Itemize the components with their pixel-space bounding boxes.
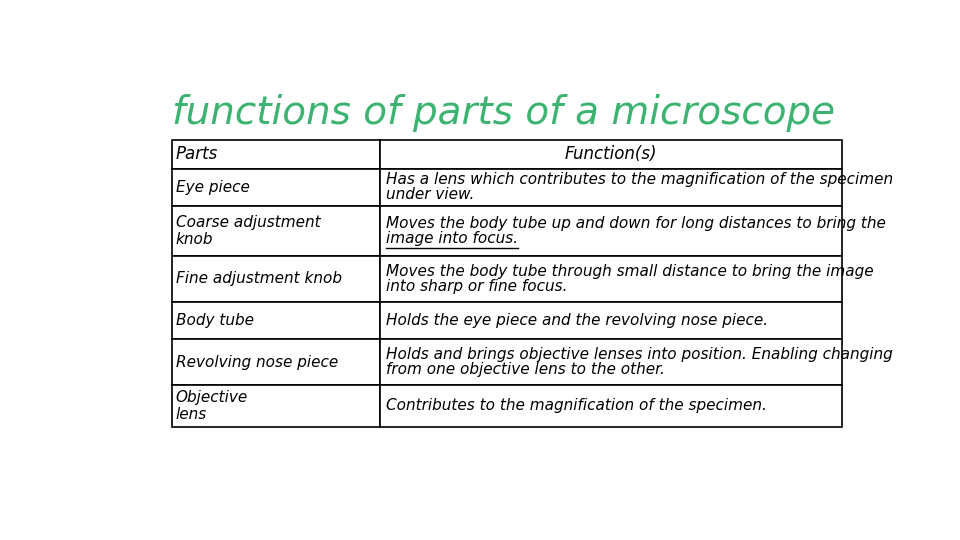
Text: Has a lens which contributes to the magnification of the specimen: Has a lens which contributes to the magn…: [386, 172, 893, 187]
Bar: [172, 302, 379, 339]
Text: into sharp or fine focus.: into sharp or fine focus.: [386, 279, 567, 294]
Text: Coarse adjustment
knob: Coarse adjustment knob: [176, 215, 321, 247]
Text: Body tube: Body tube: [176, 313, 253, 328]
Text: Parts: Parts: [176, 145, 218, 163]
Bar: [379, 169, 842, 206]
Text: Holds the eye piece and the revolving nose piece.: Holds the eye piece and the revolving no…: [386, 313, 768, 328]
Bar: [172, 169, 379, 206]
Text: Moves the body tube up and down for long distances to bring the: Moves the body tube up and down for long…: [386, 216, 885, 231]
Bar: [379, 302, 842, 339]
Bar: [379, 140, 842, 168]
Text: Eye piece: Eye piece: [176, 180, 250, 195]
Text: under view.: under view.: [386, 187, 474, 202]
Bar: [172, 140, 379, 168]
Text: image into focus.: image into focus.: [386, 231, 517, 246]
Text: Function(s): Function(s): [564, 145, 657, 163]
Text: Holds and brings objective lenses into position. Enabling changing: Holds and brings objective lenses into p…: [386, 347, 893, 362]
Text: Objective
lens: Objective lens: [176, 389, 248, 422]
Text: Moves the body tube through small distance to bring the image: Moves the body tube through small distan…: [386, 264, 874, 279]
Text: Fine adjustment knob: Fine adjustment knob: [176, 272, 342, 286]
Text: functions of parts of a microscope: functions of parts of a microscope: [172, 94, 835, 132]
Text: Revolving nose piece: Revolving nose piece: [176, 355, 338, 369]
Text: from one objective lens to the other.: from one objective lens to the other.: [386, 362, 664, 377]
Text: Contributes to the magnification of the specimen.: Contributes to the magnification of the …: [386, 399, 766, 413]
